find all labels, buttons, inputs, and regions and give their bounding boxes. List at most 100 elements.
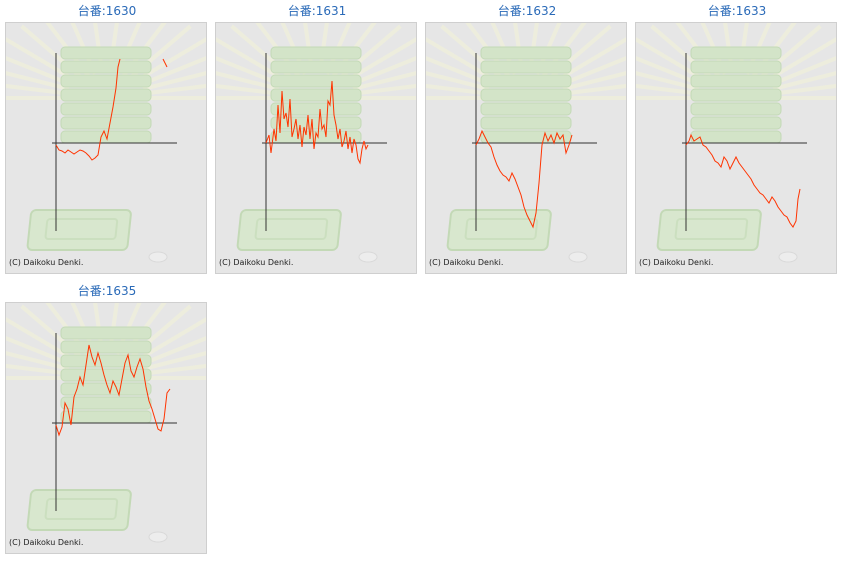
tray-inner bbox=[44, 498, 119, 520]
light-ray bbox=[636, 56, 703, 87]
graph-frame: (C) Daikoku Denki. bbox=[215, 22, 417, 274]
light-ray bbox=[426, 71, 490, 91]
machine-title-link[interactable]: 台番:1630 bbox=[77, 4, 137, 18]
background-art bbox=[636, 23, 836, 263]
coin-shape bbox=[778, 251, 798, 263]
light-ray bbox=[344, 37, 416, 83]
light-ray bbox=[772, 71, 836, 91]
tower-block bbox=[690, 116, 782, 130]
tower-block bbox=[690, 46, 782, 60]
slump-line bbox=[475, 129, 573, 229]
light-ray bbox=[775, 84, 836, 96]
light-ray bbox=[216, 37, 288, 83]
tower-block bbox=[60, 382, 152, 396]
light-ray bbox=[349, 56, 416, 87]
light-ray bbox=[139, 56, 206, 87]
tower-block bbox=[60, 60, 152, 74]
light-ray bbox=[6, 336, 73, 367]
machine-card: 台番:1635 (C) Daikoku Denki. bbox=[5, 280, 209, 556]
tower-block bbox=[270, 60, 362, 74]
tower-block bbox=[270, 46, 362, 60]
tower-block bbox=[60, 74, 152, 88]
light-ray bbox=[134, 317, 206, 363]
copyright-text: (C) Daikoku Denki. bbox=[639, 258, 714, 267]
copyright-text: (C) Daikoku Denki. bbox=[9, 258, 84, 267]
graph-frame: (C) Daikoku Denki. bbox=[5, 22, 207, 274]
tower-block bbox=[480, 46, 572, 60]
light-ray bbox=[554, 37, 626, 83]
graph-frame: (C) Daikoku Denki. bbox=[5, 302, 207, 554]
light-ray bbox=[764, 37, 836, 83]
light-ray bbox=[142, 71, 206, 91]
slump-graph bbox=[426, 23, 626, 263]
machine-title-link[interactable]: 台番:1631 bbox=[287, 4, 347, 18]
light-ray bbox=[6, 351, 70, 371]
tower-block bbox=[270, 116, 362, 130]
tower-block bbox=[60, 410, 152, 424]
light-ray bbox=[559, 56, 626, 87]
light-ray bbox=[145, 84, 206, 96]
tower-block bbox=[480, 74, 572, 88]
light-ray bbox=[134, 37, 206, 83]
light-ray bbox=[216, 84, 277, 96]
coin-shape bbox=[358, 251, 378, 263]
tower-block bbox=[690, 60, 782, 74]
tower-block bbox=[60, 368, 152, 382]
coin-shape bbox=[568, 251, 588, 263]
tray-inner bbox=[464, 218, 539, 240]
tower-block bbox=[60, 116, 152, 130]
slump-line bbox=[685, 133, 801, 228]
light-ray bbox=[6, 37, 78, 83]
tower-block bbox=[60, 326, 152, 340]
light-ray bbox=[636, 71, 700, 91]
tower-block bbox=[60, 340, 152, 354]
coin-shape bbox=[148, 531, 168, 543]
copyright-text: (C) Daikoku Denki. bbox=[9, 538, 84, 547]
light-ray bbox=[6, 84, 67, 96]
tower-block bbox=[60, 396, 152, 410]
copyright-text: (C) Daikoku Denki. bbox=[219, 258, 294, 267]
machine-title-link[interactable]: 台番:1635 bbox=[77, 284, 137, 298]
background-art bbox=[6, 303, 206, 543]
tray-inner bbox=[254, 218, 329, 240]
tray-inner bbox=[44, 218, 119, 240]
light-ray bbox=[769, 56, 836, 87]
machine-card: 台番:1632 (C) Daikoku Denki. bbox=[425, 0, 629, 276]
tower-block bbox=[480, 130, 572, 144]
machine-card: 台番:1630 (C) Daikoku Denki. bbox=[5, 0, 209, 276]
tower-block bbox=[480, 60, 572, 74]
tower-block bbox=[270, 102, 362, 116]
tower-block bbox=[270, 88, 362, 102]
slump-graph bbox=[6, 23, 206, 263]
tower-block bbox=[480, 88, 572, 102]
machine-card: 台番:1633 (C) Daikoku Denki. bbox=[635, 0, 839, 276]
machine-title-link[interactable]: 台番:1632 bbox=[497, 4, 557, 18]
background-art bbox=[216, 23, 416, 263]
tower-block bbox=[690, 74, 782, 88]
tower-block bbox=[480, 102, 572, 116]
tower-block bbox=[690, 88, 782, 102]
tower-block bbox=[480, 116, 572, 130]
graph-frame: (C) Daikoku Denki. bbox=[635, 22, 837, 274]
coin-shape bbox=[148, 251, 168, 263]
machine-title-link[interactable]: 台番:1633 bbox=[707, 4, 767, 18]
light-ray bbox=[142, 351, 206, 371]
light-ray bbox=[636, 37, 708, 83]
slump-graph bbox=[216, 23, 416, 263]
light-ray bbox=[636, 84, 697, 96]
light-ray bbox=[139, 336, 206, 367]
light-ray bbox=[6, 56, 73, 87]
light-ray bbox=[6, 364, 67, 376]
light-ray bbox=[426, 37, 498, 83]
light-ray bbox=[6, 71, 70, 91]
light-ray bbox=[145, 364, 206, 376]
copyright-text: (C) Daikoku Denki. bbox=[429, 258, 504, 267]
tower-block bbox=[60, 88, 152, 102]
light-ray bbox=[426, 84, 487, 96]
tray-inner bbox=[674, 218, 749, 240]
tower-block bbox=[690, 130, 782, 144]
light-ray bbox=[355, 84, 416, 96]
graph-frame: (C) Daikoku Denki. bbox=[425, 22, 627, 274]
tower-block bbox=[60, 46, 152, 60]
